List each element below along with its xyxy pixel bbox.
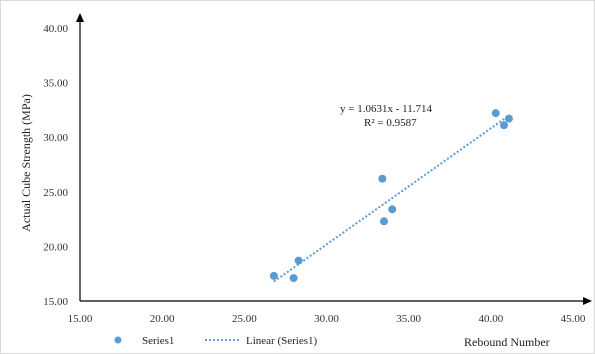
y-axis-title: Actual Cube Strength (MPa) [19,94,33,232]
trendline-r-squared: R² = 0.9587 [364,117,417,129]
x-tick-labels: 15.00 20.00 25.00 30.00 35.00 40.00 45.00 [68,313,586,325]
y-tick-label: 25.00 [43,187,68,199]
x-tick-label: 25.00 [232,313,257,325]
legend-label-series1: Series1 [142,335,174,347]
y-tick-label: 30.00 [43,132,68,144]
y-axis-arrow [76,13,84,22]
y-tick-label: 35.00 [43,78,68,90]
data-point [269,271,278,280]
data-point [491,109,500,118]
axes [76,13,592,305]
x-tick-label: 45.00 [561,313,586,325]
legend-label-trendline: Linear (Series1) [246,335,317,347]
x-tick-label: 15.00 [68,313,93,325]
trendline-group [273,114,510,283]
data-point [388,205,397,214]
legend: Series1 Linear (Series1) [114,335,317,347]
legend-marker-series1 [114,336,122,344]
y-tick-label: 20.00 [43,241,68,253]
y-tick-label: 40.00 [43,23,68,35]
trendline [273,114,510,283]
x-axis-title: Rebound Number [464,335,550,349]
data-point [289,274,298,283]
data-point [499,121,508,130]
x-axis-arrow [583,297,592,305]
y-tick-label: 15.00 [43,296,68,308]
x-tick-label: 20.00 [150,313,175,325]
data-points [269,109,513,283]
y-tick-labels: 15.00 20.00 25.00 30.00 35.00 40.00 [43,23,68,308]
data-point [378,174,387,183]
x-tick-label: 35.00 [396,313,421,325]
data-point [380,217,389,226]
x-tick-label: 30.00 [314,313,339,325]
data-point [504,114,513,123]
data-point [294,256,303,265]
trendline-equation: y = 1.0631x - 11.714 [340,103,432,115]
x-tick-label: 40.00 [478,313,503,325]
